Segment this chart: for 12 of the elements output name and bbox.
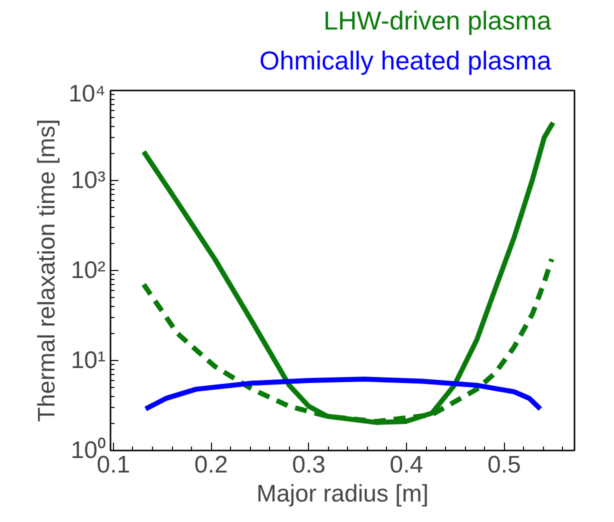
x-tick-label: 0.3 — [292, 452, 326, 478]
x-axis-title: Major radius [m] — [256, 480, 429, 508]
y-tick-label: 10¹ — [70, 347, 106, 374]
y-axis-title: Thermal relaxation time [ms] — [33, 119, 60, 422]
text: LHW-driven plasma — [323, 6, 552, 36]
x-tick-label: 0.5 — [487, 452, 521, 478]
y-tick-label: 10⁴ — [68, 80, 106, 108]
y-tick-label: 10² — [70, 257, 106, 284]
text: Ohmically heated plasma — [259, 46, 552, 76]
y-tick-label: 10³ — [70, 167, 106, 194]
x-tick-label: 0.4 — [390, 452, 424, 478]
x-tick-label: 0.2 — [194, 452, 228, 478]
